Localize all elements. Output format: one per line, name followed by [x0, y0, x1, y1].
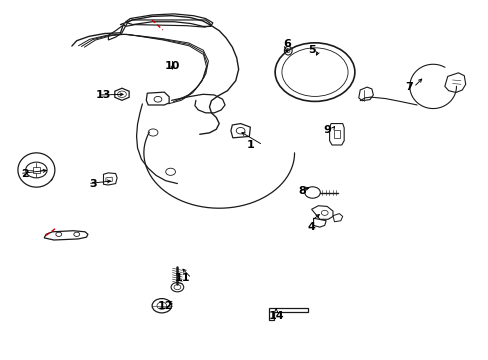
Text: 2: 2	[21, 168, 28, 179]
Text: 5: 5	[307, 45, 315, 55]
Text: 1: 1	[246, 140, 254, 150]
Text: 7: 7	[404, 82, 412, 92]
Text: 6: 6	[282, 39, 290, 49]
Text: 14: 14	[268, 311, 284, 321]
Text: 13: 13	[96, 90, 111, 100]
Text: 3: 3	[89, 179, 97, 189]
Text: 12: 12	[158, 301, 173, 311]
Text: 4: 4	[307, 222, 315, 232]
Text: 11: 11	[175, 273, 190, 283]
Text: 10: 10	[164, 61, 180, 71]
Text: 8: 8	[297, 186, 305, 197]
Text: 9: 9	[323, 125, 330, 135]
